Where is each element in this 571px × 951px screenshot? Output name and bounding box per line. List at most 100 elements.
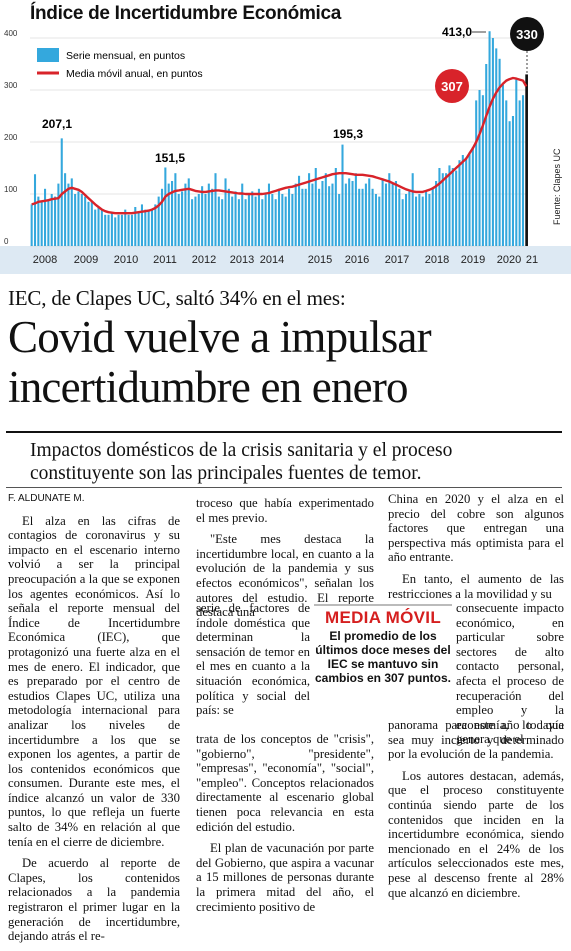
bar bbox=[481, 95, 484, 246]
bar bbox=[67, 183, 70, 246]
bar bbox=[304, 188, 307, 246]
legend-label: Serie mensual, en puntos bbox=[66, 50, 185, 62]
column-3-lower: panorama para este año todavía sea muy i… bbox=[388, 718, 564, 907]
column-2-lower: trata de los conceptos de "crisis", "gob… bbox=[196, 732, 374, 921]
annotation-label: 151,5 bbox=[155, 151, 185, 165]
bar bbox=[381, 178, 384, 246]
headline-line-1: Covid vuelve a impulsar bbox=[8, 312, 432, 362]
bar bbox=[54, 196, 57, 246]
paragraph: "Este mes destaca la incertidumbre local… bbox=[196, 532, 374, 620]
bar bbox=[237, 199, 240, 246]
bar bbox=[371, 188, 374, 246]
annotation-label: 413,0 bbox=[442, 25, 472, 39]
bar bbox=[84, 196, 87, 246]
bar bbox=[264, 194, 267, 246]
bar bbox=[475, 100, 478, 247]
x-axis-band bbox=[0, 246, 571, 274]
bar bbox=[160, 188, 164, 246]
bar bbox=[74, 194, 77, 246]
column-2: troceso que había experimentado el mes p… bbox=[196, 496, 374, 619]
bar bbox=[461, 155, 464, 246]
bar bbox=[241, 183, 244, 246]
bar bbox=[354, 173, 357, 246]
bar bbox=[518, 100, 521, 247]
bar bbox=[488, 31, 491, 246]
paragraph: De acuerdo al reporte de Clapes, los con… bbox=[8, 856, 180, 944]
bar bbox=[140, 204, 144, 246]
legend-swatch-bars bbox=[37, 48, 59, 62]
bar bbox=[174, 173, 177, 246]
x-tick-label: 2015 bbox=[308, 254, 332, 266]
bar bbox=[50, 194, 53, 246]
bar bbox=[404, 194, 408, 246]
bar bbox=[107, 214, 110, 246]
bar bbox=[157, 196, 160, 246]
x-tick-label: 2010 bbox=[114, 254, 138, 266]
bar bbox=[187, 178, 190, 246]
uncertainty-chart: 0 100 200 300 400 2008 2009 2010 2011 2012 2013 201… bbox=[0, 17, 571, 274]
bar bbox=[224, 178, 227, 246]
bar bbox=[468, 152, 471, 246]
bar bbox=[421, 196, 424, 246]
bar bbox=[120, 214, 123, 246]
chart-title: Índice de Incertidumbre Económica bbox=[30, 3, 342, 24]
bar bbox=[501, 84, 504, 246]
bar bbox=[348, 178, 351, 246]
bar bbox=[251, 191, 254, 246]
x-tick-label: 2016 bbox=[345, 254, 369, 266]
bar bbox=[191, 199, 194, 246]
bar bbox=[144, 209, 147, 246]
paragraph: China en 2020 y el alza en el precio del… bbox=[388, 492, 564, 565]
paragraph: En tanto, el aumento de las restriccione… bbox=[388, 571, 564, 601]
bar bbox=[271, 194, 274, 246]
bar bbox=[87, 201, 90, 246]
bar bbox=[291, 194, 294, 246]
bar bbox=[177, 194, 180, 246]
bar bbox=[77, 191, 80, 246]
bar bbox=[247, 194, 250, 246]
annotation-label: 330 bbox=[516, 27, 538, 42]
moving-average-line bbox=[31, 76, 528, 215]
bar bbox=[521, 95, 525, 246]
bar bbox=[70, 178, 73, 246]
column-3-narrow: consecuente impacto económico, en partic… bbox=[456, 601, 564, 747]
bar bbox=[321, 181, 324, 246]
column-1: F. ALDUNATE M. El alza en las cifras de … bbox=[8, 492, 180, 951]
bar bbox=[227, 188, 230, 246]
chart-area: 0 100 200 300 400 2008 2009 2010 2011 2012 2013 201… bbox=[0, 0, 571, 274]
bar bbox=[448, 165, 451, 246]
bar bbox=[505, 100, 508, 247]
bar bbox=[414, 196, 418, 246]
paragraph: troceso que había experimentado el mes p… bbox=[196, 496, 374, 525]
bar bbox=[338, 194, 341, 246]
bar bbox=[287, 188, 291, 246]
bar bbox=[30, 204, 33, 246]
bar bbox=[384, 183, 387, 246]
bar bbox=[428, 194, 431, 246]
bar bbox=[445, 173, 448, 246]
bar bbox=[110, 212, 113, 246]
bar bbox=[311, 183, 314, 246]
y-tick-label: 0 bbox=[4, 237, 9, 246]
bar bbox=[261, 199, 264, 246]
x-tick-label: 2011 bbox=[153, 254, 177, 266]
bar bbox=[64, 173, 67, 246]
bar bbox=[508, 121, 511, 246]
bar bbox=[455, 170, 458, 246]
annotation-label: 207,1 bbox=[42, 117, 72, 131]
bar bbox=[478, 90, 481, 246]
bar bbox=[94, 209, 97, 246]
paragraph: El plan de vacunación por parte del Gobi… bbox=[196, 841, 374, 914]
bar bbox=[495, 48, 498, 247]
bar bbox=[100, 209, 103, 246]
bar bbox=[217, 196, 220, 246]
bar bbox=[137, 212, 140, 246]
bar bbox=[44, 188, 47, 246]
bar bbox=[471, 147, 474, 246]
paragraph: panorama para este año todavía sea muy i… bbox=[388, 718, 564, 762]
bar bbox=[114, 217, 117, 246]
bar bbox=[197, 194, 200, 246]
bar bbox=[281, 194, 284, 246]
x-tick-label: 2014 bbox=[260, 254, 284, 266]
bar bbox=[491, 38, 494, 246]
